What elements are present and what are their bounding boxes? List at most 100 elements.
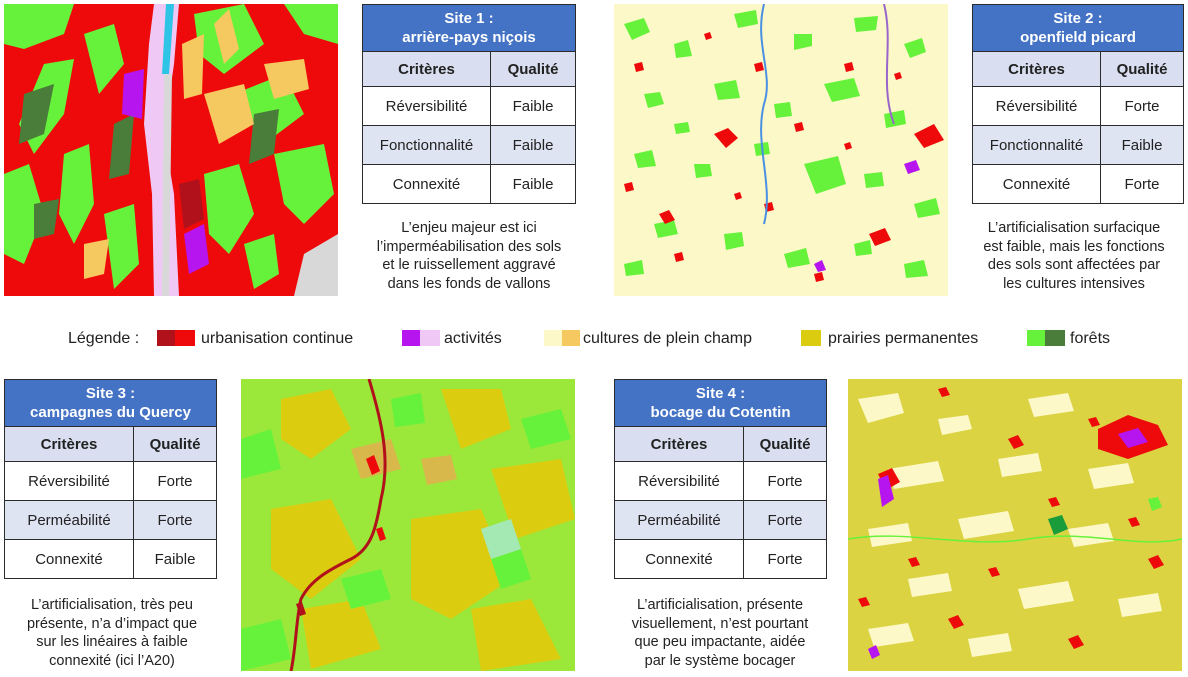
quality-header: Qualité — [1099, 51, 1185, 87]
table-row: Connexité Forte — [614, 539, 827, 579]
table-row: Réversibilité Forte — [972, 86, 1185, 126]
caption-line: les cultures intensives — [1003, 275, 1145, 292]
site-3-land-use-map — [241, 379, 575, 671]
criteria-header: Critères — [614, 426, 744, 462]
criterion-cell: Réversibilité — [614, 461, 744, 501]
caption-line: L’artificialisation, très peu — [31, 597, 193, 613]
site-1-land-use-map — [4, 4, 338, 296]
legend-label-crops: cultures de plein champ — [583, 330, 752, 347]
quality-cell: Faible — [133, 539, 217, 579]
quality-cell: Forte — [743, 461, 827, 501]
legend-label-urban: urbanisation continue — [201, 330, 354, 347]
legend-swatch-forests-light — [1027, 330, 1045, 346]
table-row: Réversibilité Faible — [362, 86, 576, 126]
caption-line: L’enjeu majeur est ici — [401, 220, 537, 236]
site-4-table: Site 4 : bocage du Cotentin Critères Quali… — [614, 379, 827, 579]
quality-header: Qualité — [490, 51, 576, 87]
table-row: Connexité Forte — [972, 164, 1185, 204]
criterion-cell: Connexité — [362, 164, 491, 204]
table-row: Connexité Faible — [4, 539, 217, 579]
quality-cell: Forte — [133, 461, 217, 501]
caption-line: présente, n’a d’impact que — [26, 615, 198, 632]
site-2-land-use-map — [614, 4, 948, 296]
caption-line: et le ruissellement aggravé — [382, 257, 556, 273]
criteria-header: Critères — [972, 51, 1101, 87]
legend: Légende : urbanisation continue activité… — [68, 327, 1128, 351]
quality-header: Qualité — [743, 426, 827, 462]
criterion-cell: Réversibilité — [4, 461, 134, 501]
legend-swatch-crops-dark — [562, 330, 580, 346]
site-3-title-line1: Site 3 : — [85, 385, 136, 402]
caption-line: connexité (ici l’A20) — [49, 652, 175, 669]
quality-cell: Forte — [1099, 86, 1185, 126]
table-row: Réversibilité Forte — [614, 461, 827, 501]
criterion-cell: Perméabilité — [614, 500, 744, 540]
caption-line: visuellement, n’est pourtant — [631, 615, 809, 632]
criteria-header: Critères — [4, 426, 134, 462]
quality-cell: Faible — [490, 164, 576, 204]
site-4-title: Site 4 : bocage du Cotentin — [614, 379, 827, 427]
criteria-header: Critères — [362, 51, 491, 87]
caption-line: que peu impactante, aidée — [634, 634, 806, 650]
caption-line: par le système bocager — [644, 652, 796, 669]
quality-cell: Forte — [1099, 164, 1185, 204]
legend-label-meadows: prairies permanentes — [828, 330, 979, 347]
site-3-title-line2: campagnes du Quercy — [30, 404, 191, 421]
site-2-caption: L’artificialisation surfacique est faibl… — [960, 219, 1188, 293]
caption-line: L’artificialisation, présente — [636, 597, 804, 613]
caption-line: des sols sont affectées par — [987, 257, 1161, 273]
legend-title: Légende : — [68, 330, 140, 347]
site-4-title-line2: bocage du Cotentin — [650, 404, 791, 421]
site-2-title-line1: Site 2 : — [1053, 10, 1103, 27]
quality-cell: Faible — [1099, 125, 1185, 165]
quality-header: Qualité — [133, 426, 217, 462]
criterion-cell: Réversibilité — [362, 86, 491, 126]
quality-cell: Faible — [490, 125, 576, 165]
site-1-title-line2: arrière-pays niçois — [402, 29, 536, 46]
legend-swatch-urban-light — [175, 330, 195, 346]
criterion-cell: Connexité — [4, 539, 134, 579]
criterion-cell: Fonctionnalité — [972, 125, 1101, 165]
site-3-title: Site 3 : campagnes du Quercy — [4, 379, 217, 427]
site-1-caption: L’enjeu majeur est ici l’imperméabilisat… — [350, 219, 588, 293]
caption-line: est faible, mais les fonctions — [983, 238, 1165, 255]
caption-line: l’imperméabilisation des sols — [376, 238, 562, 255]
criterion-cell: Fonctionnalité — [362, 125, 491, 165]
site-3-caption: L’artificialisation, très peu présente, … — [0, 596, 224, 670]
criterion-cell: Connexité — [972, 164, 1101, 204]
legend-swatch-forests-dark — [1045, 330, 1065, 346]
quality-cell: Forte — [133, 500, 217, 540]
legend-swatch-crops-light — [544, 330, 562, 346]
quality-cell: Faible — [490, 86, 576, 126]
legend-swatch-activities-dark — [402, 330, 420, 346]
criterion-cell: Connexité — [614, 539, 744, 579]
legend-swatch-activities-light — [420, 330, 440, 346]
site-1-title: Site 1 : arrière-pays niçois — [362, 4, 576, 52]
table-row: Perméabilité Forte — [4, 500, 217, 540]
legend-label-activities: activités — [444, 330, 502, 347]
quality-cell: Forte — [743, 500, 827, 540]
table-row: Fonctionnalité Faible — [362, 125, 576, 165]
quality-cell: Forte — [743, 539, 827, 579]
table-row: Perméabilité Forte — [614, 500, 827, 540]
legend-swatch-meadows — [801, 330, 821, 346]
legend-swatch-urban-dark — [157, 330, 175, 346]
site-2-table: Site 2 : openfield picard Critères Qualité… — [971, 4, 1185, 204]
site-2-title: Site 2 : openfield picard — [971, 4, 1185, 52]
legend-label-forests: forêts — [1070, 330, 1111, 347]
table-row: Connexité Faible — [362, 164, 576, 204]
criterion-cell: Perméabilité — [4, 500, 134, 540]
caption-line: L’artificialisation surfacique — [987, 220, 1161, 236]
site-4-land-use-map — [848, 379, 1182, 671]
caption-line: sur les linéaires à faible — [36, 634, 188, 650]
table-row: Fonctionnalité Faible — [972, 125, 1185, 165]
caption-line: dans les fonds de vallons — [387, 275, 551, 292]
site-1-title-line1: Site 1 : — [444, 10, 494, 27]
criterion-cell: Réversibilité — [972, 86, 1101, 126]
site-3-table: Site 3 : campagnes du Quercy Critères Qual… — [4, 379, 217, 579]
site-2-title-line2: openfield picard — [1020, 29, 1136, 46]
table-row: Réversibilité Forte — [4, 461, 217, 501]
site-1-table: Site 1 : arrière-pays niçois Critères Qual… — [362, 4, 576, 204]
site-4-title-line1: Site 4 : — [695, 385, 746, 402]
site-4-caption: L’artificialisation, présente visuelleme… — [602, 596, 838, 670]
